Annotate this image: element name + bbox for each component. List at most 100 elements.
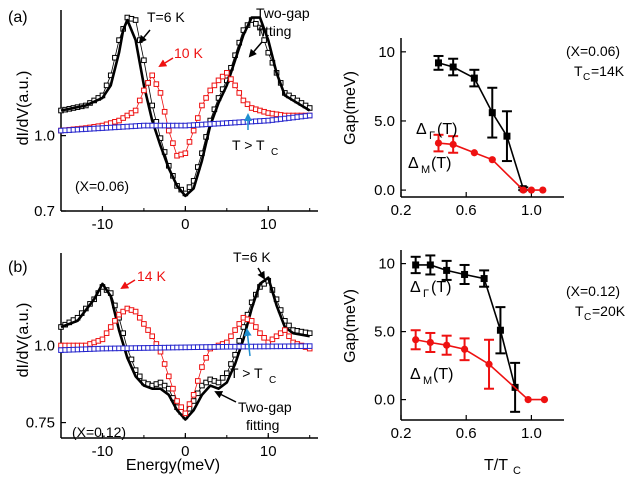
- point-data-14K: [136, 314, 143, 321]
- point-gamma-gap: [503, 132, 511, 140]
- point-gamma-gap: [488, 109, 496, 117]
- y-tick-label: 1.0: [34, 338, 55, 355]
- point-M-gap: [524, 396, 532, 404]
- panel-label-a: (a): [8, 9, 28, 26]
- xlabel-b-right-sub: C: [513, 465, 521, 477]
- annotation-tc2-sub: C: [584, 312, 591, 323]
- point-data-10K: [186, 139, 193, 145]
- point-data-10K: [211, 82, 218, 89]
- ylabel-a-left: dI/dV(a.u.): [15, 71, 32, 146]
- panel-a-left: -10 0 10 1.0 0.7 (a) dI/dV(a.u.) T=6 K Two-g…: [8, 5, 318, 233]
- annotation-tc2-val: =20K: [592, 303, 626, 319]
- point-data-14K: [112, 318, 118, 324]
- annotation-fitting-a: fitting: [258, 23, 291, 39]
- point-data-6K: [199, 382, 205, 389]
- x-tick-label: 1.0: [521, 202, 542, 219]
- point-data-6K: [286, 322, 292, 329]
- point-data-10K: [199, 102, 205, 109]
- x-tick-label: 1.0: [521, 425, 542, 442]
- point-data-6K: [236, 338, 243, 344]
- label-delta-m-b: Δ: [410, 366, 421, 383]
- arrow-tc-b: [243, 328, 252, 357]
- point-data-10K: [240, 97, 247, 104]
- point-M-gap: [434, 139, 443, 147]
- point-data-10K: [149, 72, 155, 79]
- label-delta-m-sub-a: M: [421, 164, 430, 176]
- series-line-data-6K: [60, 17, 310, 195]
- y-tick-label: 10: [378, 256, 395, 273]
- point-data-10K: [132, 107, 139, 114]
- point-data-6K: [253, 21, 259, 27]
- label-delta-gamma-sub-b: Γ: [423, 288, 429, 300]
- annotation-10k-a: 10 K: [174, 45, 203, 61]
- point-data-above-Tc: [306, 343, 313, 349]
- point-data-10K: [145, 80, 151, 86]
- point-M-gap: [443, 341, 451, 349]
- annotation-tgt-sub-b: C: [269, 375, 276, 386]
- point-data-14K: [161, 361, 168, 367]
- point-data-14K: [282, 327, 288, 333]
- point-gamma-gap: [412, 261, 420, 269]
- point-data-14K: [132, 308, 139, 315]
- point-data-14K: [248, 318, 255, 324]
- x-tick-label: 0.2: [391, 425, 412, 442]
- annotation-tgt-sub-a: C: [271, 147, 278, 158]
- x-tick-label: 0.6: [456, 425, 477, 442]
- point-M-gap: [519, 186, 527, 194]
- x-tick-label: 10: [260, 216, 277, 233]
- annotation-t6k-b: T=6 K: [233, 249, 271, 265]
- label-delta-gamma-t-b: (T): [431, 279, 451, 296]
- annotation-x012-b: (X=0.12): [72, 424, 126, 440]
- panel-b-left: -10 0 10 1.0 0.75 (b) dI/dV(a.u.) Energy(meV…: [8, 249, 318, 474]
- label-delta-m-t-b: (T): [433, 366, 453, 383]
- annotation-fitting-b: fitting: [246, 417, 279, 433]
- annotation-tc2-t: T: [575, 303, 584, 319]
- point-data-10K: [165, 127, 172, 134]
- point-M-gap: [540, 396, 549, 404]
- plot-area-b-left: -10 0 10 1.0 0.75: [26, 253, 318, 460]
- point-data-10K: [215, 77, 222, 84]
- point-data-10K: [194, 115, 201, 121]
- point-data-6K: [228, 361, 234, 367]
- point-data-10K: [136, 97, 143, 104]
- series-line-two-gap-fit: [60, 276, 310, 421]
- point-M-gap: [412, 336, 420, 344]
- ylabel-b-left: dI/dV(a.u.): [15, 303, 32, 378]
- point-data-6K: [203, 379, 209, 386]
- point-data-6K: [224, 370, 230, 377]
- point-data-14K: [269, 336, 276, 343]
- y-tick-label: 1.0: [34, 128, 55, 145]
- point-data-14K: [190, 392, 197, 398]
- ylabel-a-right: Gap(meV): [342, 71, 359, 145]
- point-data-14K: [120, 308, 126, 315]
- point-data-14K: [182, 410, 189, 417]
- point-data-14K: [232, 327, 238, 333]
- point-data-10K: [244, 101, 251, 108]
- point-data-6K: [149, 102, 155, 109]
- point-gamma-gap: [426, 261, 434, 269]
- xlabel-b-right: T/T: [484, 457, 508, 474]
- annotation-tgt-a: T > T: [232, 137, 265, 153]
- point-data-14K: [116, 311, 122, 318]
- point-data-10K: [203, 95, 209, 101]
- point-data-14K: [170, 385, 176, 392]
- point-data-14K: [194, 378, 201, 384]
- point-data-6K: [157, 379, 164, 386]
- x-tick-label: 0: [181, 443, 189, 460]
- y-tick-label: 0.0: [374, 392, 395, 409]
- point-gamma-gap: [496, 326, 504, 334]
- arrow-14k-b: [120, 279, 136, 290]
- x-tick-label: 0: [181, 216, 189, 233]
- point-data-6K: [161, 382, 168, 389]
- point-data-10K: [141, 87, 147, 94]
- annotation-x012-c: (X=0.12): [566, 283, 620, 299]
- x-tick-label: 10: [260, 443, 277, 460]
- y-tick-label: 0.0: [374, 182, 395, 199]
- point-gamma-gap: [461, 270, 469, 278]
- point-data-14K: [257, 330, 263, 336]
- point-data-6K: [136, 373, 143, 380]
- x-tick-label: -10: [92, 216, 114, 233]
- point-gamma-gap: [480, 275, 488, 283]
- point-data-10K: [224, 70, 230, 76]
